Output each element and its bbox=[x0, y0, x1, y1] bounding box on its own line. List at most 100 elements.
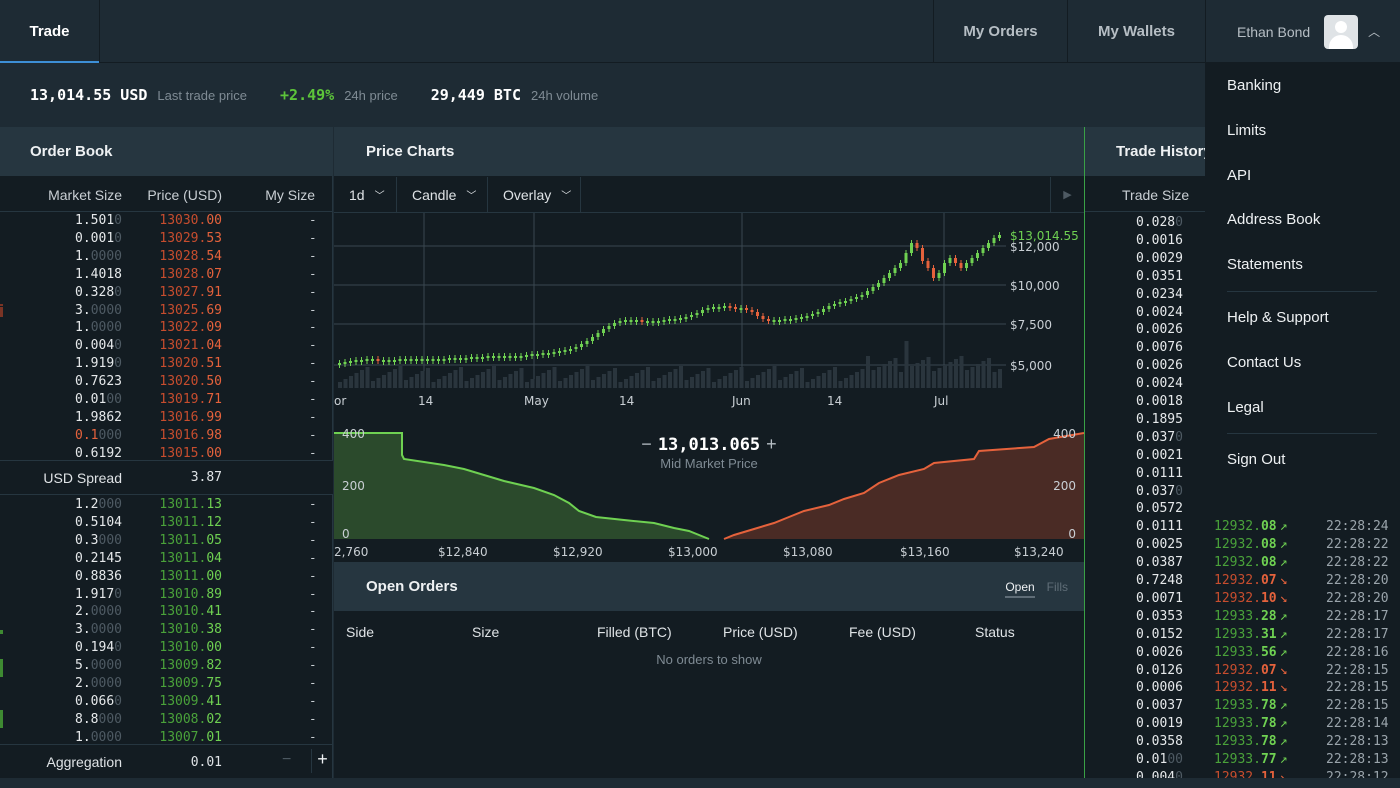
candle-body bbox=[811, 314, 814, 316]
order-book-row[interactable]: 1.2000 13011.13 - bbox=[0, 495, 333, 513]
row-market-size: 2.0000 bbox=[75, 604, 122, 620]
order-book-row[interactable]: 0.2145 13011.04 - bbox=[0, 549, 333, 567]
arrow-up-right-icon: ↗ bbox=[1279, 626, 1288, 642]
candle-body bbox=[948, 258, 952, 263]
play-button[interactable]: ▶ bbox=[1050, 177, 1084, 212]
order-book-row[interactable]: 0.0010 13029.53 - bbox=[0, 229, 333, 247]
volume-bar bbox=[866, 356, 870, 388]
volume-bar bbox=[607, 371, 612, 388]
order-book-row[interactable]: 2.0000 13010.41 - bbox=[0, 602, 333, 620]
overlay-select[interactable]: Overlay ﹀ bbox=[488, 177, 581, 212]
volume-bar bbox=[657, 378, 661, 388]
order-book-row[interactable]: 1.0000 13028.54 - bbox=[0, 247, 333, 265]
candle-body bbox=[904, 253, 908, 263]
trade-time: 22:28:20 bbox=[1326, 573, 1389, 588]
tab-trade[interactable]: Trade bbox=[0, 0, 100, 64]
volume-bar bbox=[745, 381, 749, 388]
tab-my-wallets[interactable]: My Wallets bbox=[1067, 0, 1205, 63]
menu-item-limits[interactable]: Limits bbox=[1227, 121, 1267, 139]
order-book-row[interactable]: 1.0000 13022.09 - bbox=[0, 318, 333, 336]
candle-body bbox=[888, 273, 891, 278]
menu-item-sign-out[interactable]: Sign Out bbox=[1227, 451, 1286, 469]
tab-fills[interactable]: Fills bbox=[1046, 580, 1068, 594]
order-book-row[interactable]: 3.0000 13010.38 - bbox=[0, 620, 333, 638]
depth-x-tick-label: $13,000 bbox=[668, 545, 718, 559]
candle-body bbox=[679, 318, 682, 320]
menu-item-api[interactable]: API bbox=[1227, 166, 1252, 184]
chart-canvas[interactable]: $12,000 $10,000 $7,500 $5,000 or 14 May 14 Jun 14… bbox=[334, 213, 1084, 562]
row-price: 13028.54 bbox=[159, 248, 222, 264]
aggregation-increase-button[interactable]: + bbox=[311, 749, 333, 773]
order-book-row[interactable]: 0.0040 13021.04 - bbox=[0, 336, 333, 354]
trade-size: 0.0026 bbox=[1136, 358, 1183, 374]
order-book-row[interactable]: 0.6192 13015.00 - bbox=[0, 444, 333, 462]
interval-select[interactable]: 1d ﹀ bbox=[334, 177, 397, 212]
chart-type-select[interactable]: Candle ﹀ bbox=[397, 177, 488, 212]
order-book-row[interactable]: 8.8000 13008.02 - bbox=[0, 710, 333, 728]
user-menu-toggle[interactable]: Ethan Bond ︿ bbox=[1205, 0, 1400, 63]
candle-body bbox=[514, 356, 517, 358]
volume-bar bbox=[437, 379, 441, 388]
candle-body bbox=[552, 352, 556, 354]
order-book-row[interactable]: 3.0000 13025.69 - bbox=[0, 301, 333, 319]
tab-open[interactable]: Open bbox=[1005, 580, 1035, 598]
volume-bar bbox=[596, 377, 601, 388]
trade-time: 22:28:22 bbox=[1326, 537, 1389, 553]
trade-time: 22:28:14 bbox=[1326, 716, 1389, 732]
volume-bar bbox=[651, 381, 656, 388]
order-book-row[interactable]: 1.9170 13010.89 - bbox=[0, 585, 333, 603]
order-book-row[interactable]: 0.3280 13027.91 - bbox=[0, 283, 333, 301]
order-book-row[interactable]: 0.8836 13011.00 - bbox=[0, 567, 333, 585]
menu-item-legal[interactable]: Legal bbox=[1227, 398, 1264, 416]
tab-my-orders[interactable]: My Orders bbox=[933, 0, 1067, 63]
row-price: 13011.13 bbox=[159, 497, 222, 512]
order-book-row[interactable]: 2.0000 13009.75 - bbox=[0, 674, 333, 692]
order-book-row[interactable]: 0.0660 13009.41 - bbox=[0, 692, 333, 710]
row-market-size: 5.0000 bbox=[75, 658, 122, 674]
trade-size: 0.0024 bbox=[1136, 376, 1183, 392]
menu-item-help-support[interactable]: Help & Support bbox=[1227, 309, 1329, 326]
order-book-row[interactable]: 0.0100 13019.71 - bbox=[0, 390, 333, 408]
aggregation-decrease-button[interactable]: − bbox=[282, 751, 292, 768]
menu-item-banking[interactable]: Banking bbox=[1227, 77, 1282, 94]
volume-bar bbox=[701, 371, 705, 388]
row-my-size: - bbox=[310, 728, 315, 744]
zoom-out-button[interactable]: − bbox=[641, 434, 652, 454]
candle-body bbox=[563, 350, 567, 352]
trade-row: 0.0111 bbox=[1085, 464, 1400, 482]
volume-bar bbox=[811, 379, 815, 388]
order-book-row[interactable]: 1.9190 13020.51 - bbox=[0, 354, 333, 372]
menu-item-statements[interactable]: Statements bbox=[1227, 256, 1303, 274]
volume-bar bbox=[629, 376, 634, 388]
chevron-up-icon: ︿ bbox=[1368, 25, 1381, 39]
candle-body bbox=[712, 307, 715, 309]
order-book-row[interactable]: 0.1000 13016.98 - bbox=[0, 426, 333, 444]
menu-item-address-book[interactable]: Address Book bbox=[1227, 211, 1321, 229]
trade-row: 0.0026 bbox=[1085, 320, 1400, 338]
volume-bar bbox=[723, 376, 727, 388]
candle-body bbox=[822, 309, 825, 312]
candle-body bbox=[761, 316, 765, 319]
order-book-row[interactable]: 1.0000 13007.01 - bbox=[0, 728, 333, 746]
row-market-size: 0.3280 bbox=[75, 284, 122, 300]
volume-bar bbox=[695, 374, 700, 388]
order-book-row[interactable]: 0.3000 13011.05 - bbox=[0, 531, 333, 549]
zoom-in-button[interactable]: + bbox=[766, 434, 777, 454]
order-book-row[interactable]: 1.9862 13016.99 - bbox=[0, 408, 333, 426]
order-book-row[interactable]: 0.5104 13011.12 - bbox=[0, 513, 333, 531]
order-book-row[interactable]: 0.7623 13020.50 - bbox=[0, 372, 333, 390]
spread-value: 3.87 bbox=[190, 470, 222, 485]
candle-body bbox=[398, 359, 402, 361]
order-book-row[interactable]: 0.1940 13010.00 - bbox=[0, 638, 333, 656]
volume-bar bbox=[580, 369, 584, 388]
menu-item-contact-us[interactable]: Contact Us bbox=[1227, 353, 1302, 371]
row-my-size: - bbox=[310, 301, 315, 317]
order-book-row[interactable]: 1.4018 13028.07 - bbox=[0, 265, 333, 283]
volume-bar bbox=[767, 369, 771, 388]
row-price: 13011.05 bbox=[159, 532, 222, 548]
order-book-row[interactable]: 1.5010 13030.00 - bbox=[0, 211, 333, 229]
depth-x-tick-label: 2,760 bbox=[334, 545, 368, 559]
open-orders-panel: Open Orders Open Fills Side Size Filled … bbox=[334, 562, 1084, 788]
order-book-row[interactable]: 5.0000 13009.82 - bbox=[0, 656, 333, 674]
candle-body bbox=[607, 326, 611, 329]
